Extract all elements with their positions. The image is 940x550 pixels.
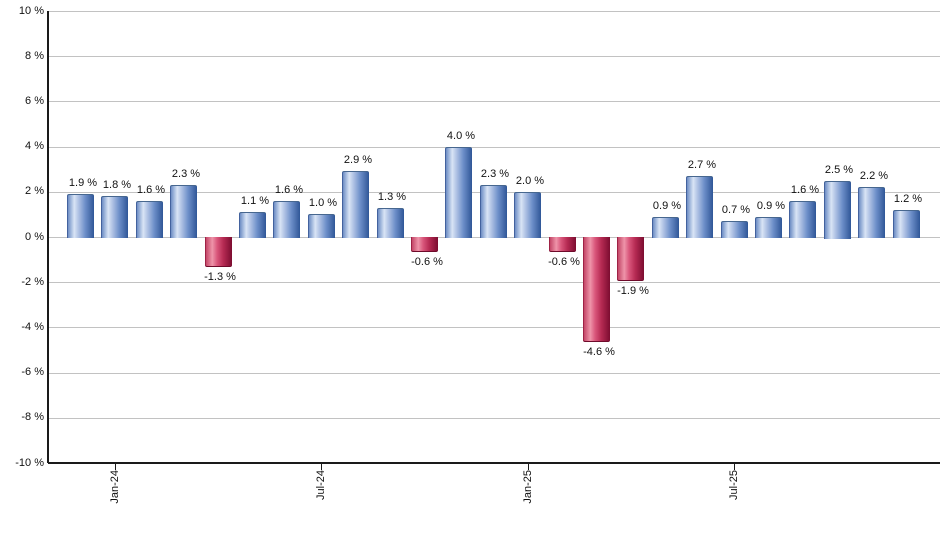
bar [136,201,163,238]
bar [617,237,644,281]
bar [686,176,713,238]
x-axis-tick-label: Jan-24 [109,470,121,504]
bar-value-label: 0.9 % [756,200,786,212]
gridline [48,373,940,374]
bar-value-label: -0.6 % [411,256,443,268]
y-axis-tick-label: -10 % [15,457,44,469]
bar-value-label: 1.0 % [308,197,338,209]
y-axis-tick-label: 4 % [25,140,44,152]
y-axis-tick-label: 6 % [25,95,44,107]
bar-value-label: 2.5 % [824,164,854,176]
bar [445,147,472,238]
bar-value-label: 1.1 % [240,195,270,207]
bar [308,214,335,238]
bar-value-label: 1.2 % [893,193,923,205]
x-axis-tick [734,463,735,470]
y-axis-tick-label: -8 % [21,411,44,423]
bar [824,181,851,239]
gridline [48,11,940,12]
bar [101,196,128,238]
bar-value-label: 4.0 % [446,130,476,142]
gridline [48,282,940,283]
bar [67,194,94,238]
y-axis-tick-label: 2 % [25,185,44,197]
bar [652,217,679,238]
bar [893,210,920,238]
bar [273,201,300,238]
bar [514,192,541,238]
bar-value-label: 2.2 % [859,170,889,182]
bar-value-label: 0.9 % [652,200,682,212]
y-axis-tick-label: 0 % [25,231,44,243]
x-axis-tick [321,463,322,470]
y-axis-tick-label: -2 % [21,276,44,288]
bar [377,208,404,238]
bar [205,237,232,267]
x-axis-tick-label: Jul-24 [315,470,327,500]
bar-value-label: -1.9 % [617,285,649,297]
bar-value-label: 2.3 % [480,168,510,180]
bar [170,185,197,238]
bar-value-label: 2.9 % [343,154,373,166]
bar [789,201,816,238]
gridline [48,418,940,419]
gridline [48,101,940,102]
y-axis-tick-label: 10 % [18,5,44,17]
bar [858,187,885,238]
bar-value-label: 1.6 % [274,184,304,196]
bar [755,217,782,238]
bar-value-label: 2.7 % [687,159,717,171]
gridline [48,56,940,57]
bar [583,237,610,342]
bar-value-label: 1.8 % [102,179,132,191]
x-axis-tick [115,463,116,470]
y-axis-tick-label: 8 % [25,50,44,62]
bar-value-label: 0.7 % [721,204,751,216]
x-axis-line [48,462,940,464]
bar-value-label: -4.6 % [583,346,615,358]
x-axis-tick-label: Jan-25 [522,470,534,504]
x-axis-tick-label: Jul-25 [728,470,740,500]
bar [549,237,576,252]
bar-value-label: -1.3 % [204,271,236,283]
bar-value-label: 2.3 % [171,168,201,180]
bar [239,212,266,238]
bar-value-label: 1.3 % [377,191,407,203]
bar-value-label: 1.9 % [68,177,98,189]
bar-value-label: 1.6 % [136,184,166,196]
bar-value-label: 2.0 % [515,175,545,187]
bar-value-label: 1.6 % [790,184,820,196]
bar [342,171,369,238]
y-axis-tick-label: -4 % [21,321,44,333]
gridline [48,147,940,148]
x-axis-tick [528,463,529,470]
bar [480,185,507,238]
gridline [48,327,940,328]
bar [411,237,438,252]
y-axis-tick-label: -6 % [21,366,44,378]
bar [721,221,748,238]
y-axis-line [47,11,49,463]
bar-value-label: -0.6 % [548,256,580,268]
